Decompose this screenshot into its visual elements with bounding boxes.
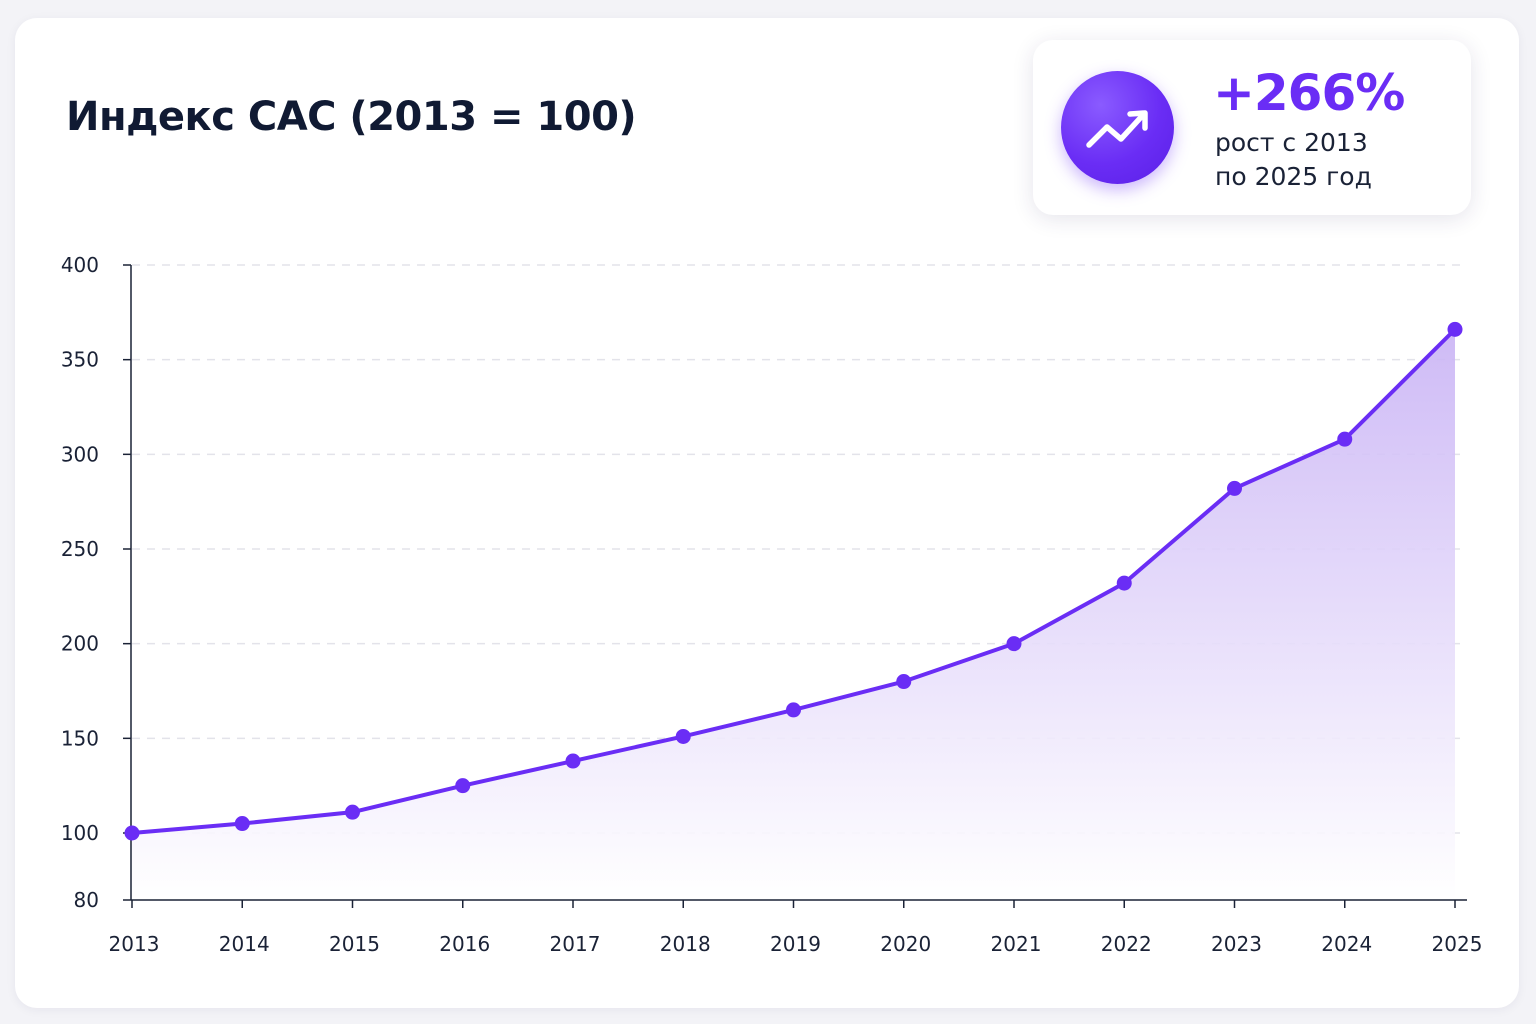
y-tick-label: 300 [61, 442, 99, 466]
data-point [1447, 321, 1463, 337]
growth-caption-line1: рост с 2013 [1215, 128, 1368, 157]
y-tick-label: 100 [61, 821, 99, 845]
growth-caption-line2: по 2025 год [1215, 162, 1372, 191]
y-tick-label: 250 [61, 537, 99, 561]
y-tick-label: 350 [61, 348, 99, 372]
data-point [565, 753, 581, 769]
data-point [1006, 636, 1022, 652]
trending-up-icon [1061, 71, 1174, 184]
data-point [124, 825, 140, 841]
x-tick-label: 2025 [1432, 932, 1483, 956]
x-tick-label: 2018 [660, 932, 711, 956]
x-tick-label: 2020 [880, 932, 931, 956]
data-point [345, 804, 360, 820]
chart-title: Индекс CAC (2013 = 100) [66, 94, 637, 140]
data-point [786, 702, 801, 718]
area-fill [132, 329, 1455, 901]
line-chart: 80 100 150 200 250 300 350 400 2013 2014 2015 2016 2… [61, 253, 1483, 956]
x-tick-label: 2021 [991, 932, 1042, 956]
x-tick-label: 2024 [1321, 932, 1372, 956]
x-tick-label: 2019 [770, 932, 821, 956]
data-point [896, 674, 912, 690]
data-point [1116, 575, 1132, 591]
data-point [234, 816, 250, 832]
x-tick-label: 2017 [550, 932, 601, 956]
x-tick-label: 2014 [219, 932, 270, 956]
data-point [1337, 431, 1353, 447]
growth-percent: +266% [1213, 64, 1405, 122]
x-tick-label: 2013 [109, 932, 160, 956]
x-tick-label: 2015 [329, 932, 380, 956]
y-tick-label: 80 [74, 888, 99, 912]
data-point [675, 728, 691, 744]
y-tick-label: 400 [61, 253, 99, 277]
y-tick-label: 200 [61, 632, 99, 656]
x-tick-label: 2023 [1211, 932, 1262, 956]
y-tick-label: 150 [61, 726, 99, 750]
x-tick-label: 2022 [1101, 932, 1152, 956]
data-point [455, 778, 471, 794]
growth-stat-card: +266% рост с 2013 по 2025 год [1033, 40, 1471, 215]
x-tick-label: 2016 [439, 932, 490, 956]
data-point [1227, 480, 1242, 496]
